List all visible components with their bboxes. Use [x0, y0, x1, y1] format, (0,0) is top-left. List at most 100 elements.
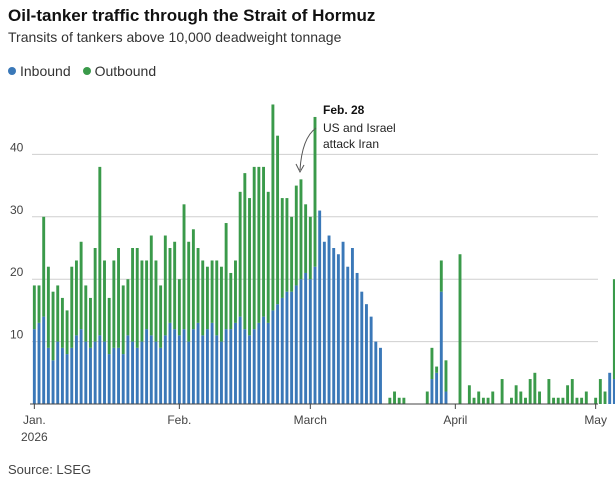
bar-inbound	[74, 335, 78, 404]
annotation-line-2: attack Iran	[323, 137, 379, 151]
bar-inbound	[346, 266, 350, 404]
bar-outbound	[290, 216, 294, 292]
bar-outbound	[224, 223, 228, 330]
bar-outbound	[46, 266, 50, 348]
bar-outbound	[500, 379, 504, 404]
legend-label-inbound: Inbound	[20, 63, 71, 79]
bar-outbound	[435, 366, 439, 373]
x-tick-sublabel: 2026	[21, 430, 48, 444]
bar-outbound	[243, 173, 247, 330]
legend-dot-outbound-icon	[82, 67, 91, 75]
bar-outbound	[131, 248, 135, 342]
bar-outbound	[313, 116, 317, 267]
bar-inbound	[163, 335, 167, 404]
bar-outbound	[74, 260, 78, 336]
bar-inbound	[89, 347, 92, 404]
bar-inbound	[248, 335, 251, 404]
bar-inbound	[168, 322, 172, 404]
bar-inbound	[294, 285, 298, 404]
chart-subtitle: Transits of tankers above 10,000 deadwei…	[8, 29, 342, 45]
y-tick-label: 30	[10, 203, 24, 217]
bar-inbound	[238, 316, 242, 404]
bar-inbound	[131, 341, 135, 404]
bar-outbound	[201, 260, 205, 336]
bar-inbound	[70, 347, 74, 404]
bar-inbound	[271, 310, 275, 404]
legend-dot-inbound-icon	[8, 67, 16, 75]
bar-inbound	[107, 354, 111, 404]
bar-outbound	[280, 198, 284, 298]
bar-outbound	[580, 397, 584, 404]
bar-inbound	[290, 291, 294, 404]
bar-inbound	[79, 329, 83, 404]
bar-inbound	[93, 341, 97, 404]
bar-inbound	[308, 279, 312, 404]
bar-inbound	[332, 248, 336, 404]
bar-inbound	[121, 354, 125, 404]
bar-inbound	[98, 335, 102, 404]
bar-outbound	[262, 166, 265, 317]
bar-outbound	[285, 198, 289, 292]
bar-inbound	[229, 329, 233, 404]
bar-outbound	[486, 397, 490, 404]
bar-inbound	[365, 304, 368, 404]
bar-inbound	[444, 391, 448, 404]
bar-outbound	[444, 360, 448, 392]
bar-outbound	[584, 391, 588, 404]
bar-outbound	[570, 379, 574, 404]
bar-inbound	[112, 347, 116, 404]
bar-outbound	[439, 260, 443, 292]
bar-outbound	[205, 266, 209, 330]
bar-outbound	[140, 260, 144, 342]
bar-outbound	[196, 248, 200, 323]
bar-inbound	[84, 341, 88, 404]
bar-inbound	[32, 329, 36, 404]
bar-inbound	[201, 335, 205, 404]
x-tick-label: May	[584, 413, 607, 427]
bar-outbound	[257, 166, 261, 323]
bar-inbound	[42, 316, 46, 404]
bar-outbound	[215, 260, 219, 336]
bar-inbound	[266, 322, 270, 404]
bar-inbound	[341, 241, 345, 404]
bar-inbound	[159, 347, 163, 404]
y-tick-label: 10	[10, 328, 24, 342]
bar-inbound	[46, 347, 50, 404]
bar-outbound	[84, 285, 88, 342]
bar-outbound	[566, 385, 570, 404]
bar-outbound	[93, 248, 97, 342]
chart-source: Source: LSEG	[8, 462, 92, 477]
chart-axis: Jan. 2026 Feb. March April May	[21, 403, 607, 444]
legend-label-outbound: Outbound	[94, 63, 157, 79]
bar-inbound	[439, 291, 443, 404]
bar-outbound	[177, 279, 181, 336]
bar-outbound	[56, 285, 60, 342]
bar-outbound	[561, 397, 565, 404]
bar-outbound	[598, 379, 602, 404]
bar-outbound	[248, 198, 251, 336]
bar-inbound	[327, 235, 331, 404]
bar-outbound	[467, 385, 471, 404]
annotation-arrow	[299, 127, 317, 171]
chart-annotation: Feb. 28 US and Israel attack Iran	[295, 103, 396, 174]
bar-inbound	[322, 241, 326, 404]
bar-outbound	[154, 260, 158, 342]
bar-outbound	[299, 179, 303, 280]
bar-outbound	[524, 397, 527, 404]
bar-outbound	[266, 191, 270, 323]
bar-outbound	[612, 279, 615, 380]
bar-inbound	[299, 279, 303, 404]
bar-inbound	[154, 341, 158, 404]
legend-item-inbound: Inbound	[8, 63, 71, 79]
bar-inbound	[145, 329, 149, 404]
bar-outbound	[159, 285, 163, 348]
bar-outbound	[294, 185, 298, 286]
bar-inbound	[191, 329, 195, 404]
bar-outbound	[271, 104, 275, 311]
bar-outbound	[37, 285, 41, 323]
bar-inbound	[243, 329, 247, 404]
bar-outbound	[234, 260, 237, 323]
bar-outbound	[121, 285, 125, 355]
bar-outbound	[210, 260, 214, 323]
